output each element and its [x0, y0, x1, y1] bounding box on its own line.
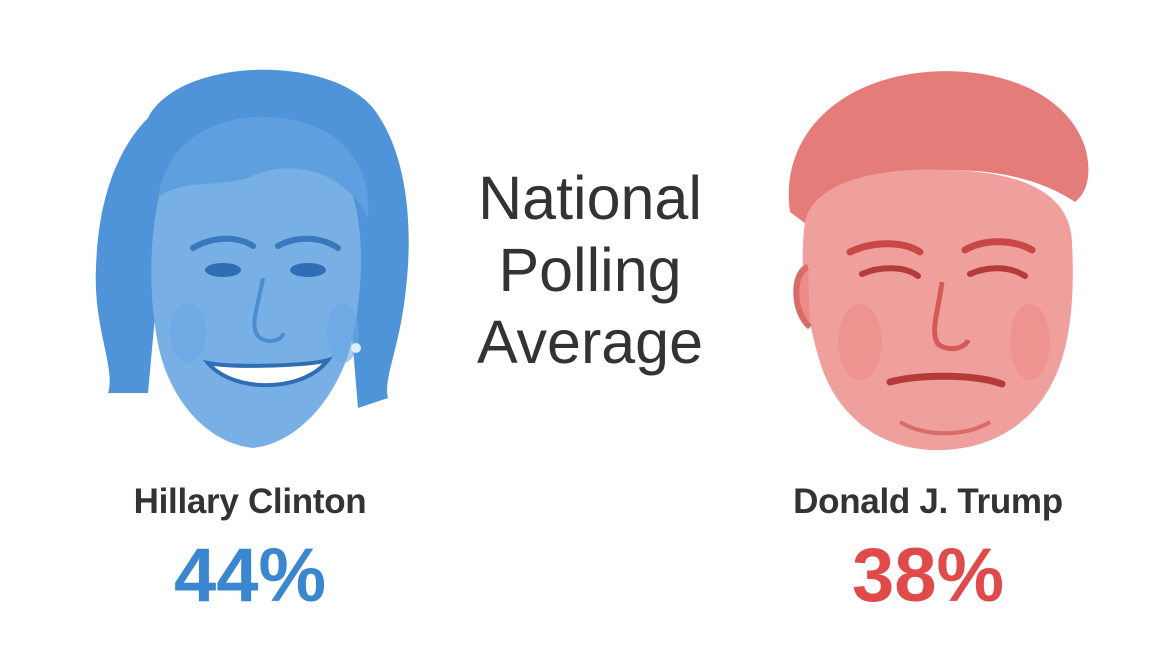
title-line-2: Polling [498, 236, 682, 304]
clinton-percentage: 44% [173, 533, 327, 618]
clinton-portrait [88, 48, 418, 458]
clinton-name: Hillary Clinton [133, 482, 367, 521]
title-line-3: Average [476, 308, 704, 376]
title-line-1: National [478, 164, 702, 232]
clinton-smile [202, 356, 334, 388]
clinton-face [151, 151, 361, 448]
trump-name: Donald J. Trump [793, 482, 1063, 521]
chart-title: National Polling Average [440, 162, 740, 378]
trump-mouth [886, 372, 1006, 388]
trump-hair [788, 71, 1089, 227]
trump-percentage: 38% [851, 533, 1005, 618]
trump-portrait [770, 52, 1100, 462]
clinton-bangs [158, 116, 369, 218]
